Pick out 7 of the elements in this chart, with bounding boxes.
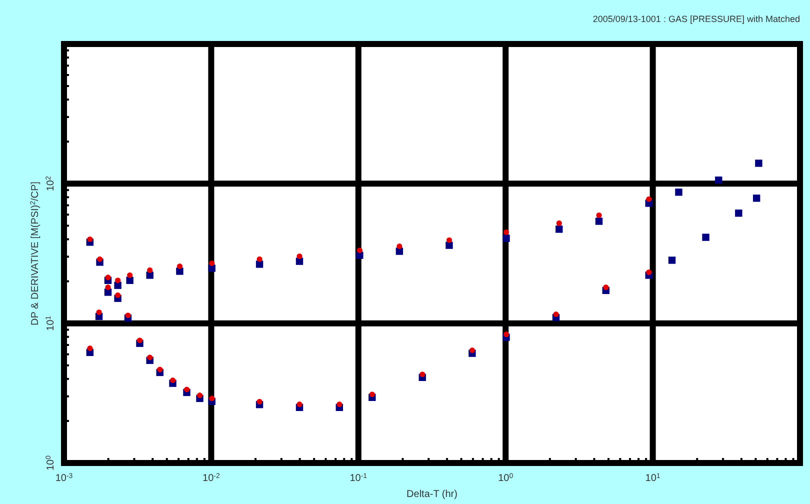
x-tick-label: 10$^{1}$ bbox=[645, 472, 660, 484]
x-tick-label: 10$^{-1}$ bbox=[350, 472, 368, 484]
x-axis-title: Delta-T (hr) bbox=[406, 489, 458, 500]
x-tick-label: 10$^{0}$ bbox=[498, 472, 514, 484]
x-tick-label: 10$^{-3}$ bbox=[55, 472, 73, 484]
chart-title: 2005/09/13-1001 : GAS [PRESSURE] with Matched bbox=[592, 14, 800, 24]
x-tick-label: 10$^{-2}$ bbox=[202, 472, 220, 484]
